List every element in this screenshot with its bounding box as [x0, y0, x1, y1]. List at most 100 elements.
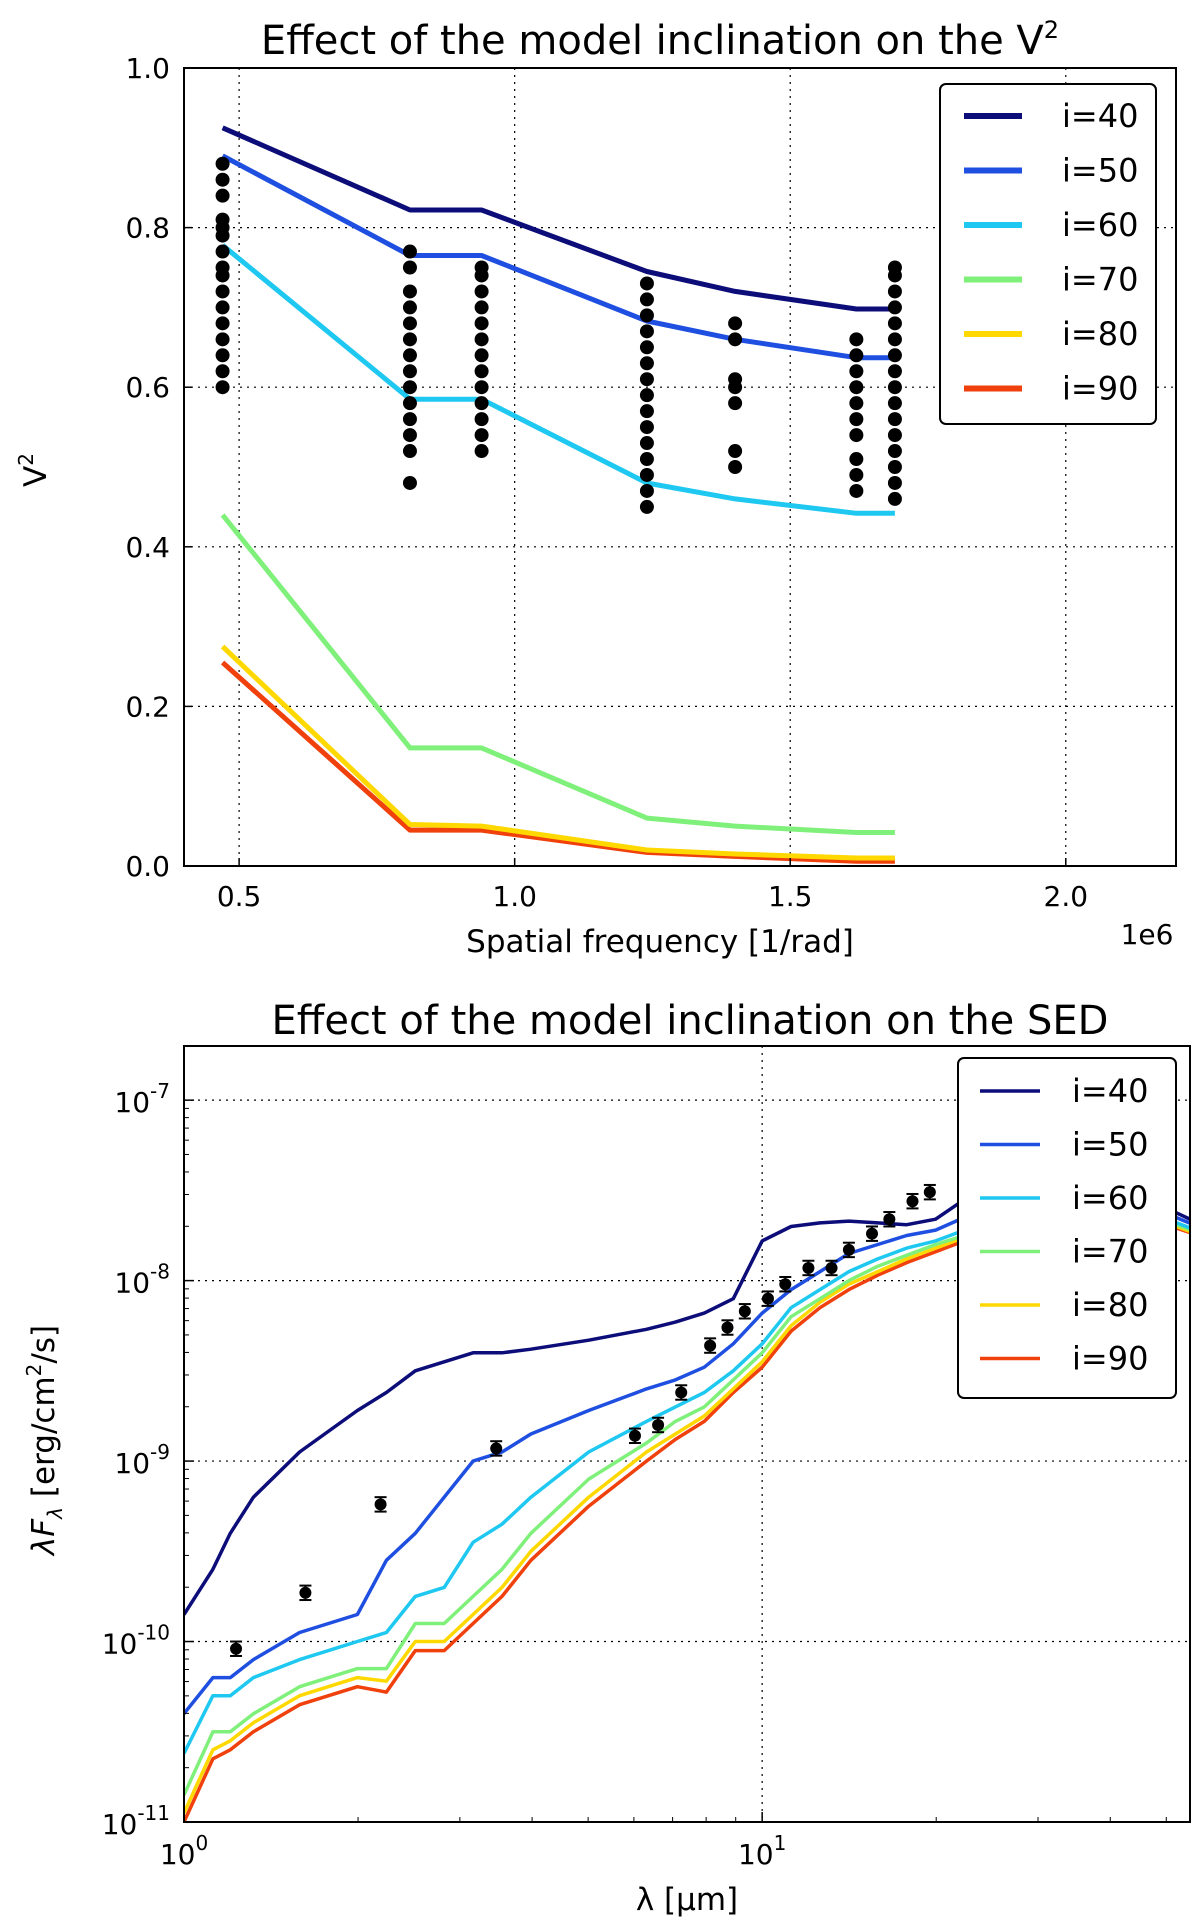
sed-y-axis-label: λFλ[erg/cm2/s]: [22, 1325, 67, 1557]
v2-data-point: [402, 428, 417, 443]
sed-data-point: [675, 1386, 688, 1399]
v2-data-point: [887, 412, 902, 427]
sed-legend-label: i=80: [1072, 1286, 1148, 1324]
v2-data-point: [887, 380, 902, 395]
sed-plot-frame: [183, 1045, 1191, 1823]
sed-y-tick-label: 10-7: [114, 1079, 170, 1119]
v2-data-point: [402, 260, 417, 275]
v2-data-point: [728, 316, 743, 331]
v2-y-tick-label: 0.4: [125, 531, 170, 564]
v2-legend-label: i=80: [1062, 315, 1138, 353]
v2-legend-label: i=40: [1062, 97, 1138, 135]
v2-data-point: [215, 172, 230, 187]
v2-data-point: [728, 332, 743, 347]
sed-panel: Effect of the model inclination on the S…: [22, 998, 1191, 1918]
v2-data-point: [849, 452, 864, 467]
v2-data-point: [728, 372, 743, 387]
sed-series-lines: [184, 1188, 1190, 1822]
v2-series-line-i70: [220, 513, 895, 835]
v2-data-point: [215, 348, 230, 363]
v2-data-point: [474, 300, 489, 315]
v2-data-point: [474, 284, 489, 299]
v2-data-point: [215, 244, 230, 259]
v2-y-tick-label: 0.6: [125, 371, 170, 404]
sed-data-point: [779, 1278, 792, 1291]
sed-data-point: [923, 1186, 936, 1199]
v2-data-point: [402, 444, 417, 459]
v2-data-point: [849, 364, 864, 379]
v2-data-point: [887, 284, 902, 299]
v2-data-point: [639, 452, 654, 467]
sed-y-tick-label: 10-8: [114, 1260, 170, 1300]
v2-data-point: [474, 260, 489, 275]
v2-data-point: [887, 396, 902, 411]
v2-data-point: [402, 332, 417, 347]
sed-data-point: [738, 1305, 751, 1318]
sed-data-point: [883, 1213, 896, 1226]
v2-x-scale-label: 1e6: [1121, 918, 1174, 951]
sed-data-point: [761, 1292, 774, 1305]
sed-observations: [230, 1183, 936, 1657]
v2-data-point: [887, 332, 902, 347]
sed-data-point: [374, 1498, 387, 1511]
sed-y-tick-label: 10-11: [102, 1801, 170, 1841]
v2-ticks: 0.5 1.0 1.5 2.0 0.0 0.2 0.4 0.6 0.8 1.0: [125, 52, 1088, 913]
v2-x-tick-label: 2.0: [1044, 880, 1089, 913]
v2-data-point: [215, 260, 230, 275]
sed-y-tick-label: 10-9: [114, 1440, 170, 1480]
v2-data-point: [639, 340, 654, 355]
v2-data-point: [215, 380, 230, 395]
v2-data-point: [887, 364, 902, 379]
sed-legend-label: i=60: [1072, 1179, 1148, 1217]
v2-series-line-i80: [220, 644, 895, 861]
v2-chart-title: Effect of the model inclination on the V…: [261, 16, 1059, 64]
v2-y-tick-label: 0.8: [125, 212, 170, 245]
v2-data-point: [887, 316, 902, 331]
v2-data-point: [639, 308, 654, 323]
v2-legend: i=40 i=50 i=60 i=70 i=80 i=90: [939, 83, 1157, 425]
v2-data-point: [215, 284, 230, 299]
sed-series-line-i40: [184, 1188, 1190, 1616]
v2-data-point: [474, 348, 489, 363]
sed-data-point: [230, 1642, 243, 1655]
v2-observations: [215, 156, 902, 514]
sed-legend-label: i=70: [1072, 1233, 1148, 1271]
v2-series-lines: [220, 125, 895, 864]
v2-data-point: [639, 420, 654, 435]
v2-data-point: [639, 276, 654, 291]
v2-data-point: [639, 483, 654, 498]
v2-data-point: [402, 380, 417, 395]
v2-data-point: [887, 444, 902, 459]
sed-series-line-i50: [184, 1199, 1190, 1715]
sed-data-point: [652, 1418, 665, 1431]
v2-y-tick-label: 1.0: [125, 52, 170, 85]
v2-data-point: [849, 396, 864, 411]
v2-data-point: [887, 348, 902, 363]
v2-data-point: [887, 260, 902, 275]
sed-data-point: [906, 1195, 919, 1208]
sed-legend-label: i=40: [1072, 1072, 1148, 1110]
v2-series-line-i40: [221, 125, 895, 312]
v2-y-axis-label: V2: [14, 453, 54, 487]
v2-data-point: [402, 475, 417, 490]
v2-data-point: [215, 212, 230, 227]
v2-data-point: [887, 475, 902, 490]
v2-data-point: [474, 396, 489, 411]
sed-series-line-i60: [184, 1210, 1190, 1755]
v2-data-point: [728, 396, 743, 411]
v2-data-point: [887, 491, 902, 506]
v2-data-point: [402, 316, 417, 331]
sed-x-tick-label: 100: [160, 1831, 208, 1871]
sed-data-point: [299, 1586, 312, 1599]
sed-legend: i=40 i=50 i=60 i=70 i=80 i=90: [957, 1057, 1177, 1399]
v2-data-point: [402, 348, 417, 363]
v2-x-tick-label: 1.5: [768, 880, 813, 913]
v2-data-point: [474, 364, 489, 379]
v2-legend-label: i=60: [1062, 206, 1138, 244]
v2-data-point: [639, 436, 654, 451]
v2-data-point: [639, 356, 654, 371]
v2-data-point: [215, 156, 230, 171]
v2-data-point: [402, 284, 417, 299]
sed-data-point: [825, 1261, 838, 1274]
